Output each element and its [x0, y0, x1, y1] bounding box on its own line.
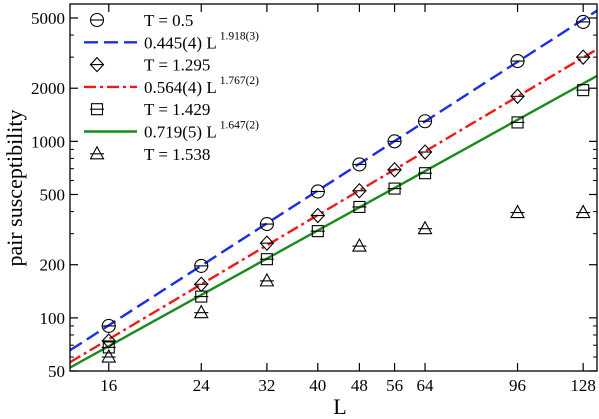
x-tick-label: 32 [258, 376, 275, 395]
square-point [194, 290, 209, 303]
legend-label: T = 1.295 [144, 56, 210, 75]
y-tick-label: 100 [40, 309, 66, 328]
legend-circle-marker [89, 12, 105, 28]
y-tick-label: 200 [40, 256, 66, 275]
legend-label: 0.564(4) L [144, 78, 217, 97]
triangle-point [417, 220, 433, 235]
legend-triangle-marker [89, 145, 105, 160]
triangle-point [101, 348, 117, 363]
legend-diamond-marker [89, 56, 105, 73]
legend-label: 0.445(4) L [144, 33, 217, 52]
diamond-point [310, 207, 326, 224]
diamond-point [510, 88, 525, 105]
legend-exponent: 1.918(3) [220, 30, 259, 42]
plot-frame [69, 3, 598, 372]
fit-line-3 [70, 74, 597, 369]
fit-line-2 [70, 48, 597, 364]
diamond-point [575, 49, 591, 65]
x-tick-label: 48 [351, 376, 368, 395]
x-axis-title: L [333, 394, 346, 419]
legend-exponent: 1.647(2) [220, 120, 259, 132]
square-point [259, 253, 274, 266]
square-point [510, 116, 525, 129]
circle-point [101, 318, 116, 333]
fit-lines [70, 9, 597, 369]
legend-label: 0.719(5) L [144, 123, 217, 142]
circle-point [417, 114, 433, 129]
x-tick-label: 40 [309, 376, 326, 395]
square-point [352, 200, 367, 213]
circle-point [259, 217, 274, 232]
legend: T = 0.5 0.445(4) L 1.918(3) T = 1.295 0.564(… [84, 11, 259, 164]
legend-exponent: 1.767(2) [220, 75, 259, 87]
circle-point [510, 54, 525, 69]
y-tick-label: 1000 [31, 132, 65, 151]
x-tick-label: 96 [509, 376, 526, 395]
x-tick-label: 56 [386, 376, 403, 395]
square-point [576, 84, 591, 97]
x-axis: 16 24 32 40 48 56 64 96 128 [100, 4, 596, 395]
data-points [101, 14, 591, 363]
x-tick-label: 16 [100, 376, 117, 395]
diamond-point [259, 235, 275, 251]
circle-point [352, 157, 367, 172]
triangle-point [575, 204, 591, 219]
legend-label: T = 0.5 [144, 11, 193, 30]
square-point [387, 182, 402, 195]
y-tick-label: 50 [48, 362, 65, 381]
circle-point [387, 134, 402, 149]
fit-line-1 [70, 9, 597, 352]
square-point [101, 341, 116, 354]
diamond-point [352, 182, 367, 199]
circle-point [310, 184, 325, 199]
square-point [418, 167, 433, 180]
square-point [310, 225, 325, 238]
y-tick-label: 5000 [31, 9, 65, 28]
legend-label: T = 1.429 [144, 100, 210, 119]
diamond-point [387, 161, 402, 178]
y-tick-label: 500 [40, 185, 66, 204]
x-tick-label: 64 [417, 376, 435, 395]
triangle-point [510, 204, 525, 219]
y-axis-title: pair susceptibility [2, 109, 27, 266]
diamond-point [417, 144, 433, 160]
triangle-point [259, 272, 275, 287]
circle-point [194, 258, 209, 273]
legend-label: T = 1.538 [144, 145, 210, 164]
y-axis: 50 100 200 500 1000 2000 5000 [31, 3, 597, 381]
triangle-point [351, 237, 367, 252]
x-tick-label: 128 [570, 376, 596, 395]
diamond-point [194, 276, 209, 293]
x-tick-label: 24 [193, 376, 211, 395]
legend-square-marker [90, 103, 104, 116]
y-tick-label: 2000 [31, 79, 65, 98]
triangle-point [193, 304, 209, 319]
circle-point [576, 14, 591, 29]
